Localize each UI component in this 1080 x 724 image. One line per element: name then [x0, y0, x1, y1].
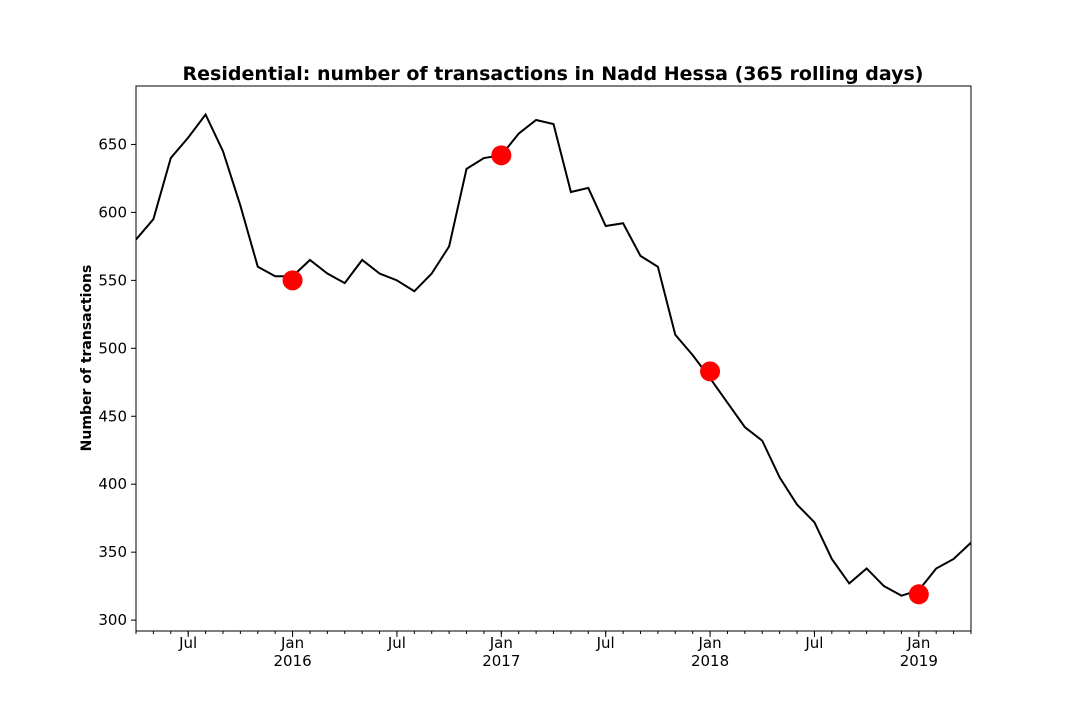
- x-tick-label: Jul: [596, 634, 615, 652]
- x-tick-label: Jan 2018: [691, 634, 729, 670]
- y-axis-label: Number of transactions: [79, 265, 95, 452]
- x-tick-label: Jul: [387, 634, 406, 652]
- marker: [700, 361, 721, 382]
- y-tick-label: 500: [98, 339, 127, 357]
- marker: [282, 270, 303, 291]
- y-tick-label: 600: [98, 203, 127, 221]
- line-series: [135, 112, 972, 597]
- y-tick-label: 400: [98, 475, 127, 493]
- y-tick-label: 300: [98, 611, 127, 629]
- y-tick-label: 650: [98, 135, 127, 153]
- x-tick-label: Jan 2017: [482, 634, 520, 670]
- marker: [491, 145, 512, 166]
- x-tick-label: Jan 2016: [273, 634, 311, 670]
- y-tick-label: 450: [98, 407, 127, 425]
- chart-title: Residential: number of transactions in N…: [183, 63, 924, 85]
- y-tick-label: 350: [98, 543, 127, 561]
- x-tick-label: Jul: [804, 634, 823, 652]
- x-tick-label: Jan 2019: [900, 634, 938, 670]
- y-tick-label: 550: [98, 271, 127, 289]
- x-tick-label: Jul: [178, 634, 197, 652]
- plot-frame: [135, 85, 972, 632]
- marker: [908, 584, 929, 605]
